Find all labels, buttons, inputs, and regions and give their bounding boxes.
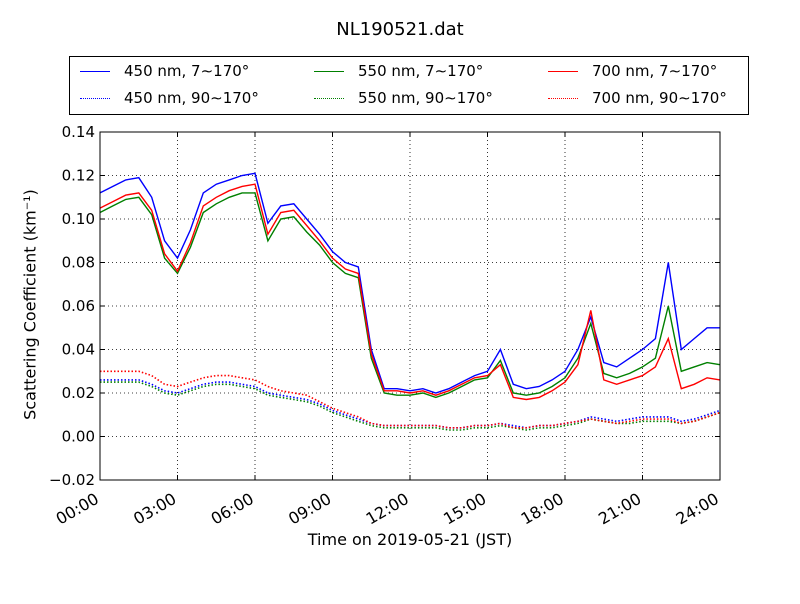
series-line-4	[99, 183, 721, 401]
y-tick-label: 0.02	[62, 384, 95, 402]
legend-label: 550 nm, 7∼170°	[358, 62, 484, 80]
y-tick-label: 0.08	[62, 254, 95, 272]
x-tick-label: 24:00	[673, 489, 722, 529]
chart-title: NL190521.dat	[336, 19, 464, 40]
legend-label: 550 nm, 90∼170°	[358, 89, 493, 107]
y-tick-label: 0.06	[62, 297, 95, 315]
series-line-2	[99, 192, 721, 399]
x-tick-label: 18:00	[518, 489, 567, 529]
legend-label: 700 nm, 7∼170°	[592, 62, 718, 80]
legend-swatch	[548, 98, 578, 99]
series-line-3	[100, 381, 721, 431]
y-axis-label: Scattering Coefficient (km⁻¹)	[20, 189, 40, 420]
y-tick-label: 0.12	[62, 167, 95, 185]
x-tick-label: 21:00	[595, 489, 644, 529]
x-tick-label: 06:00	[208, 489, 257, 529]
legend-swatch	[80, 98, 110, 99]
series-line-5	[100, 370, 721, 429]
x-tick-label: 00:00	[53, 489, 102, 529]
x-tick-label: 03:00	[130, 489, 179, 529]
y-tick-label: −0.02	[49, 471, 95, 489]
y-tick-label: 0.10	[62, 210, 95, 228]
legend-label: 700 nm, 90∼170°	[592, 89, 727, 107]
legend-label: 450 nm, 7∼170°	[124, 62, 250, 80]
x-tick-label: 15:00	[440, 489, 489, 529]
y-tick-label: 0.00	[62, 428, 95, 446]
legend-swatch	[314, 98, 344, 99]
x-axis-label: Time on 2019-05-21 (JST)	[307, 530, 513, 549]
x-tick-label: 12:00	[363, 489, 412, 529]
chart-legend: 450 nm, 7∼170° 450 nm, 90∼170° 550 nm, 7…	[69, 56, 749, 115]
legend-swatch	[80, 71, 110, 72]
y-tick-label: 0.14	[62, 123, 95, 141]
x-tick-label: 09:00	[285, 489, 334, 529]
legend-swatch	[548, 71, 578, 72]
legend-swatch	[314, 71, 344, 72]
series-line-0	[99, 172, 720, 394]
legend-label: 450 nm, 90∼170°	[124, 89, 259, 107]
y-tick-label: 0.04	[62, 341, 95, 359]
